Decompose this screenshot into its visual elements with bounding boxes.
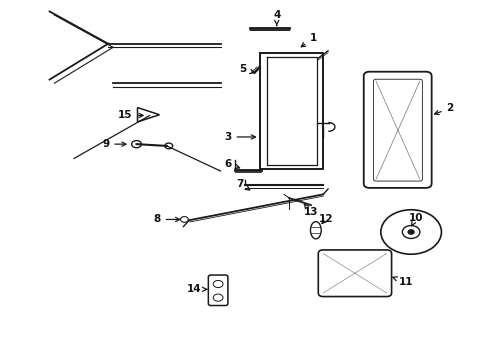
Text: 13: 13 [304,204,318,217]
Text: 11: 11 [393,277,414,287]
Text: 7: 7 [237,179,250,190]
Text: 5: 5 [239,64,254,74]
Text: 12: 12 [318,215,333,224]
Text: 9: 9 [102,139,126,149]
Text: 1: 1 [301,33,317,47]
Text: 4: 4 [273,10,280,26]
Text: 14: 14 [186,284,207,294]
Text: 3: 3 [224,132,255,142]
Text: 8: 8 [153,215,180,224]
Text: 2: 2 [435,103,454,114]
Text: 6: 6 [224,159,240,169]
Circle shape [408,230,414,234]
Text: 15: 15 [118,111,143,121]
Text: 10: 10 [409,213,423,226]
